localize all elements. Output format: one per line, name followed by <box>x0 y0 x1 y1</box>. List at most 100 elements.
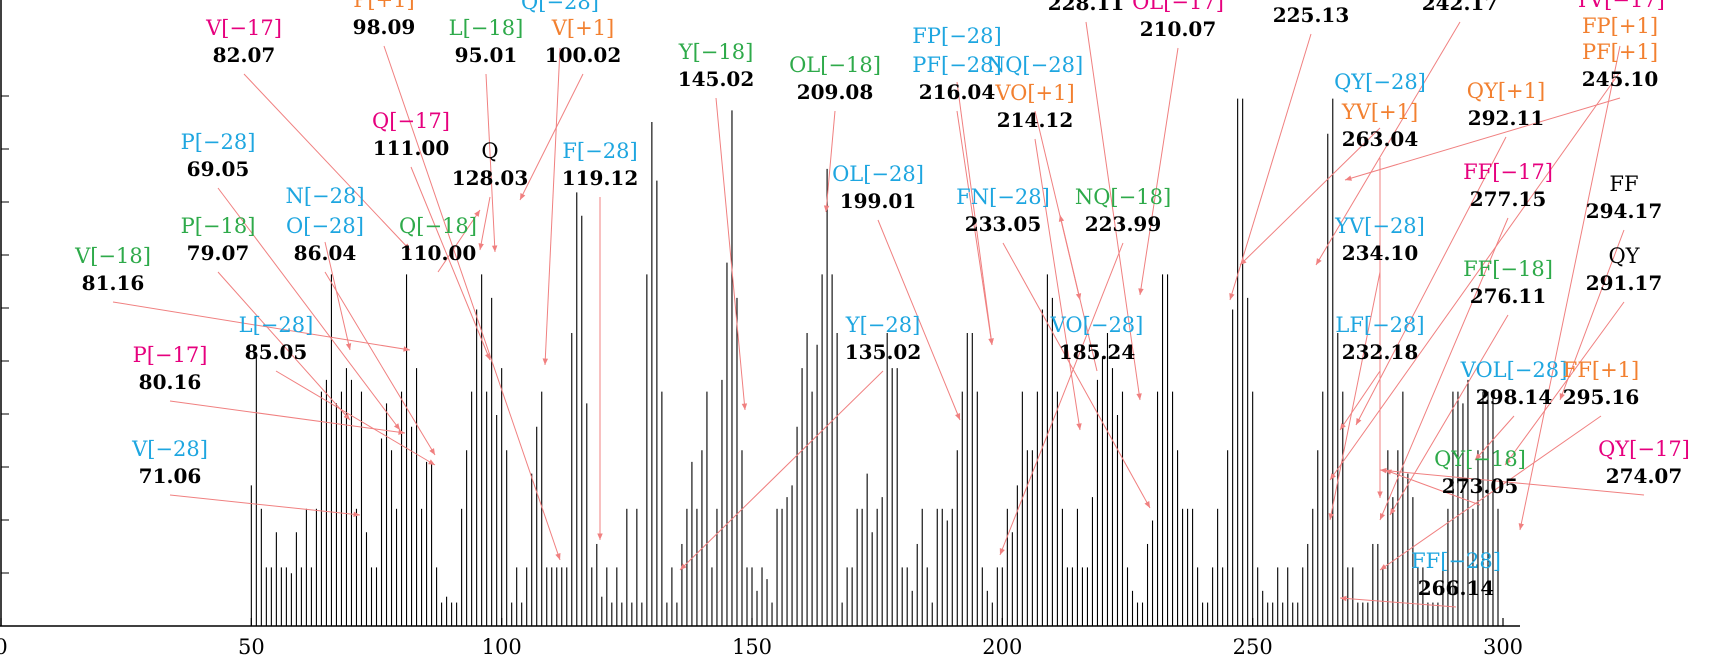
annotation-arrow <box>169 400 406 434</box>
y-ticks <box>1 95 9 627</box>
annotation-arrowhead <box>478 243 484 250</box>
mz-value-label: 263.04 <box>1342 127 1419 151</box>
ion-label: NQ[−18] <box>1075 185 1171 209</box>
annotation-arrowhead <box>1377 491 1383 498</box>
annotation-arrowhead <box>345 343 352 350</box>
ion-label: L[−18] <box>449 16 524 40</box>
ion-label: FN[−28] <box>956 185 1050 209</box>
annotation-arrowhead <box>1330 473 1336 480</box>
ion-label: YV[−28] <box>1334 214 1425 238</box>
mz-value-label: 277.15 <box>1470 187 1547 211</box>
mz-value-label: 266.14 <box>1418 576 1495 600</box>
annotation-arrowhead <box>999 548 1005 555</box>
annotation-arrowhead <box>955 413 961 420</box>
mz-value-label: 69.05 <box>187 157 250 181</box>
annotation-arrowhead <box>1058 215 1065 222</box>
ion-label: F[−28] <box>562 139 637 163</box>
mz-value-label: 291.17 <box>1586 271 1663 295</box>
ion-label: Y[−28] <box>845 313 921 337</box>
annotation-arrow <box>324 271 436 456</box>
annotation-arrow <box>1519 45 1621 531</box>
annotation-arrowhead <box>1340 595 1347 602</box>
annotation-arrowhead <box>1559 393 1565 400</box>
mz-value-label: 242.17 <box>1422 0 1499 15</box>
mz-value-label: 110.00 <box>400 241 477 265</box>
annotation-arrow <box>1315 21 1461 266</box>
ion-label: FF[−18] <box>1463 257 1553 281</box>
mz-value-label: 82.07 <box>213 43 276 67</box>
mz-value-label: 294.17 <box>1586 199 1663 223</box>
annotation-arrow <box>437 209 481 273</box>
mz-value-label: 95.01 <box>455 43 518 67</box>
annotation-arrowhead <box>428 459 435 465</box>
mz-value-label: 225.13 <box>1273 3 1350 27</box>
ion-label: PF[−28] <box>912 53 1001 77</box>
mz-value-label: 185.24 <box>1059 340 1136 364</box>
mz-value-label: 209.08 <box>797 80 874 104</box>
ion-label: N[−28] <box>285 184 364 208</box>
ion-label: OL[−17] <box>1132 0 1224 14</box>
annotation-arrow <box>1059 214 1098 372</box>
annotation-arrowhead <box>741 403 748 410</box>
ion-label: FP[+1] <box>1582 14 1658 38</box>
mz-value-label: 80.16 <box>139 370 202 394</box>
annotation-arrow <box>169 494 361 516</box>
annotation-arrowhead <box>1380 467 1387 474</box>
ion-label: V[−28] <box>131 437 208 461</box>
ion-label: V[+1] <box>551 16 615 40</box>
annotation-arrow <box>1389 314 1509 516</box>
annotation-arrow <box>1339 597 1457 608</box>
annotation-arrowhead <box>680 563 687 570</box>
ion-label: FF <box>1609 172 1638 196</box>
annotation-arrowhead <box>1345 175 1352 181</box>
mz-value-label: 274.07 <box>1606 464 1683 488</box>
mz-value-label: 273.05 <box>1442 474 1519 498</box>
x-tick-label: 200 <box>982 635 1022 659</box>
ion-label: Q[−17] <box>372 109 450 133</box>
mz-value-label: 85.05 <box>245 340 308 364</box>
annotation-arrowhead <box>1380 513 1386 520</box>
annotation-arrowhead <box>1380 564 1387 570</box>
ion-label: P[−18] <box>181 214 256 238</box>
annotation-arrow <box>1229 33 1312 301</box>
ion-label: QY[−28] <box>1334 70 1426 94</box>
ion-label: QY[−18] <box>1434 447 1526 471</box>
annotation-arrow <box>956 110 993 346</box>
annotation-arrow <box>275 370 436 466</box>
ion-label: Q <box>481 139 498 163</box>
ion-label: FF[−28] <box>1411 549 1501 573</box>
annotation-arrowhead <box>1518 523 1524 530</box>
annotation-arrow <box>1339 370 1381 431</box>
annotation-arrow <box>112 301 411 351</box>
annotation-arrowhead <box>429 448 435 455</box>
annotation-arrowhead <box>343 413 350 420</box>
ion-label: V[−17] <box>205 16 282 40</box>
mz-value-label: 214.12 <box>997 108 1074 132</box>
ion-label: FF[−17] <box>1463 160 1553 184</box>
annotation-arrow <box>1329 271 1381 521</box>
annotation-arrowhead <box>1229 293 1235 300</box>
mz-value-label: 234.10 <box>1342 241 1419 265</box>
annotation-arrowhead <box>474 210 480 217</box>
annotation-arrow <box>1034 138 1081 431</box>
annotation-arrow <box>999 242 1124 556</box>
ion-label: P[+1] <box>353 0 414 12</box>
x-axis: 0 50 100 150 200 250 300 <box>0 0 1523 659</box>
annotation-arrow <box>1085 21 1141 401</box>
annotation-arrow <box>1474 415 1515 461</box>
ion-label: YV[+1] <box>1341 100 1418 124</box>
ion-label: FF[+1] <box>1563 358 1639 382</box>
x-ticks: 0 50 100 150 200 250 300 <box>0 618 1523 659</box>
ion-label: Q[−18] <box>399 214 477 238</box>
mz-value-label: 245.10 <box>1582 67 1659 91</box>
annotation-arrowhead <box>823 205 830 212</box>
mz-value-label: 119.12 <box>562 166 639 190</box>
mz-value-label: 79.07 <box>187 241 250 265</box>
ion-label: NQ[−28] <box>987 53 1083 77</box>
x-tick-label: 150 <box>732 635 772 659</box>
annotation-arrowhead <box>1390 508 1396 515</box>
annotation-arrow <box>877 219 961 421</box>
annotation-arrowhead <box>485 353 491 360</box>
annotation-arrow <box>715 97 746 411</box>
